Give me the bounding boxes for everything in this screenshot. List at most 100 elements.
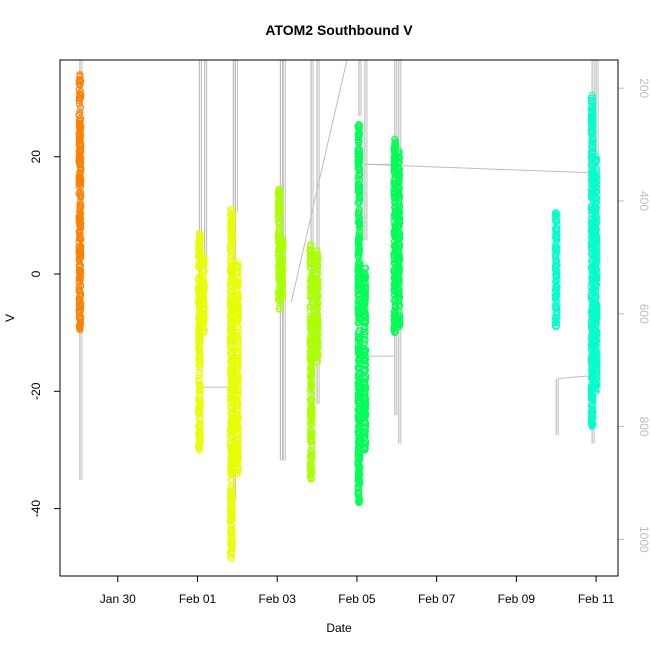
data-point	[592, 312, 600, 320]
data-point	[76, 81, 84, 89]
data-point	[275, 185, 283, 193]
connector-line	[290, 59, 348, 303]
data-point	[228, 215, 236, 223]
data-point	[228, 213, 236, 221]
data-point	[196, 229, 203, 237]
data-point	[313, 303, 321, 311]
data-point	[76, 234, 84, 242]
data-point	[589, 396, 597, 404]
data-point	[592, 157, 600, 165]
connector-lines	[203, 59, 591, 388]
data-point	[77, 219, 85, 227]
axes: Jan 30 Feb 01 Feb 03 Feb 05 Feb 07 Feb 09 Feb …	[29, 78, 650, 606]
data-point	[592, 309, 600, 317]
data-point	[227, 493, 235, 501]
data-point	[233, 280, 241, 288]
data-point	[226, 338, 234, 346]
y2-tick-label: 800	[637, 417, 650, 437]
data-point	[278, 244, 286, 252]
data-point	[396, 166, 404, 174]
data-point	[394, 274, 402, 282]
data-point	[361, 294, 369, 302]
data-point	[394, 164, 402, 172]
data-point	[199, 298, 207, 306]
data-point	[232, 300, 240, 308]
data-point	[354, 460, 362, 468]
data-point	[307, 465, 315, 473]
data-point	[395, 291, 403, 299]
data-point	[307, 406, 315, 414]
data-point	[592, 153, 600, 161]
data-point	[355, 182, 363, 190]
plot-frame	[59, 59, 619, 577]
data-point	[362, 383, 370, 391]
data-point	[356, 227, 364, 235]
data-point	[200, 316, 208, 324]
data-point	[588, 413, 596, 421]
data-point	[274, 230, 282, 238]
data-point	[76, 153, 84, 161]
data-point	[76, 125, 84, 133]
data-point	[233, 469, 241, 477]
data-point	[76, 251, 84, 259]
connector-line	[366, 163, 591, 174]
data-point	[591, 359, 599, 367]
data-point	[77, 182, 85, 190]
data-point	[228, 541, 236, 549]
data-point	[592, 378, 600, 386]
data-point	[307, 391, 315, 399]
data-point	[308, 272, 316, 280]
data-point	[199, 283, 207, 291]
data-point	[228, 514, 236, 522]
data-point	[395, 147, 403, 155]
data-point	[195, 242, 203, 250]
x-tick-label: Feb 03	[259, 592, 297, 606]
data-point	[76, 71, 84, 79]
data-point	[75, 283, 83, 291]
data-point	[394, 233, 402, 241]
y-tick-label: -40	[29, 500, 43, 518]
data-point	[361, 272, 369, 280]
data-point	[76, 94, 84, 102]
data-point	[77, 292, 85, 300]
data-point	[361, 366, 369, 374]
data-point	[588, 103, 596, 111]
data-point	[75, 86, 83, 94]
data-point	[232, 388, 240, 396]
data-point	[76, 269, 84, 277]
data-point	[195, 378, 203, 386]
data-point	[227, 509, 235, 517]
data-point	[592, 261, 600, 269]
data-point	[75, 137, 83, 145]
data-point	[234, 358, 242, 366]
data-point	[76, 227, 84, 235]
data-point	[589, 147, 597, 155]
data-point	[593, 183, 601, 191]
data-point	[226, 438, 234, 446]
data-point	[593, 239, 601, 247]
data-point	[552, 213, 560, 221]
data-point	[552, 260, 560, 268]
data-point	[233, 423, 241, 431]
data-point	[356, 197, 364, 205]
data-point	[307, 241, 315, 249]
data-point	[77, 177, 85, 185]
data-point	[592, 172, 600, 180]
data-point	[276, 302, 284, 310]
data-point	[313, 251, 321, 259]
data-point	[227, 249, 235, 257]
data-point	[360, 439, 368, 447]
data-point	[592, 211, 600, 219]
data-point	[354, 449, 362, 457]
y-tick-label: 20	[29, 150, 43, 164]
data-point	[233, 320, 241, 328]
x-tick-label: Feb 07	[418, 592, 456, 606]
data-point	[589, 139, 597, 147]
data-point	[233, 356, 241, 364]
data-point	[75, 321, 83, 329]
data-point	[234, 436, 242, 444]
data-point	[360, 345, 368, 353]
data-point	[233, 421, 241, 429]
data-point	[233, 392, 241, 400]
